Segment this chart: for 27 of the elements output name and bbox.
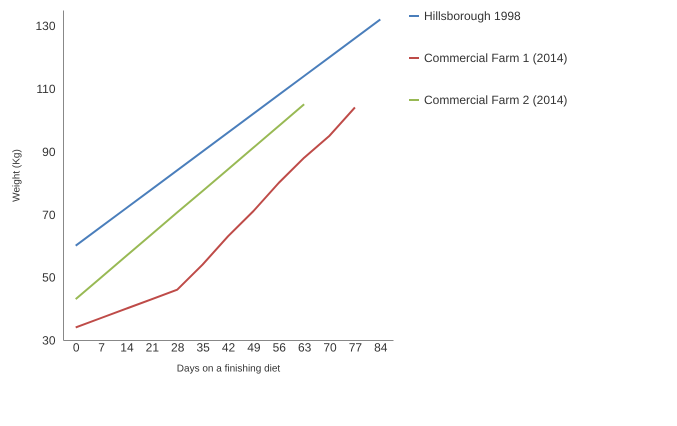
line-series — [74, 106, 356, 328]
line-series — [74, 18, 382, 247]
legend-label: Hillsborough 1998 — [424, 9, 522, 23]
x-tick-label: 49 — [247, 340, 261, 354]
x-tick-label: 77 — [348, 340, 362, 354]
y-tick-label: 70 — [42, 208, 56, 222]
y-tick-label: 110 — [36, 82, 56, 96]
x-tick-label: 56 — [272, 340, 286, 354]
y-tick-label: 50 — [42, 270, 56, 285]
x-axis-title: Days on a finishing diet — [176, 364, 280, 374]
x-tick-label: 70 — [323, 340, 338, 354]
legend-label: Commercial Farm 2 (2014) — [424, 93, 568, 107]
x-tick-label: 63 — [298, 340, 312, 354]
x-tick-label: 42 — [222, 340, 236, 354]
x-tick-label: 0 — [72, 340, 80, 354]
x-tick-label: 35 — [196, 340, 210, 354]
x-tick-label: 84 — [374, 340, 388, 354]
y-axis-title: Weight (Kg) — [11, 149, 22, 202]
x-tick-label: 14 — [120, 340, 134, 354]
y-tick-label: 130 — [35, 19, 56, 34]
x-tick-label: 21 — [146, 340, 160, 354]
y-tick-label: 90 — [42, 144, 56, 159]
line-series — [74, 103, 306, 300]
legend-label: Commercial Farm 1 (2014) — [424, 51, 568, 65]
x-tick-label: 28 — [171, 340, 185, 354]
y-tick-label: 30 — [42, 334, 56, 348]
x-tick-label: 7 — [98, 340, 106, 354]
